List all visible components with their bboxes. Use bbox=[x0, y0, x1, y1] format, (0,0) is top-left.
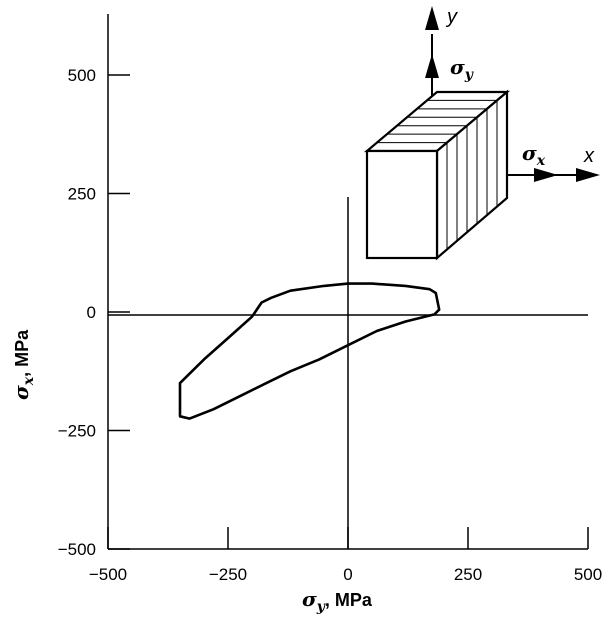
y-tick-label: 500 bbox=[68, 66, 96, 85]
x-tick-label: −250 bbox=[209, 565, 247, 584]
inset-sigma-y-label: σy bbox=[450, 55, 474, 83]
inset-x-arrowhead bbox=[576, 168, 600, 182]
y-tick-label: −500 bbox=[58, 540, 96, 559]
inset-y-arrowhead bbox=[425, 6, 439, 30]
y-tick-labels: −500 −250 0 250 500 bbox=[58, 66, 96, 559]
y-tick-label: 250 bbox=[68, 185, 96, 204]
stress-loop-series bbox=[178, 282, 441, 420]
x-tick-label: 0 bbox=[343, 565, 352, 584]
y-tick-label: 0 bbox=[87, 303, 96, 322]
inset-sigma-x-arrowhead bbox=[534, 168, 558, 182]
inset-box-hatching bbox=[377, 99, 498, 250]
y-ticks bbox=[108, 74, 130, 550]
x-tick-label: 250 bbox=[454, 565, 482, 584]
inset-sigma-y-arrowhead bbox=[425, 54, 439, 78]
y-tick-label: −250 bbox=[58, 422, 96, 441]
x-ticks bbox=[107, 527, 589, 549]
inset-sigma-x-label: σx bbox=[522, 141, 546, 169]
x-tick-labels: −500 −250 0 250 500 bbox=[89, 565, 602, 584]
axes-frame bbox=[107, 14, 588, 550]
inset-x-axis-label: x bbox=[583, 145, 595, 167]
inset-box-front bbox=[365, 149, 439, 260]
x-axis-title: σy, MPa bbox=[302, 587, 373, 615]
inset-y-axis-label: y bbox=[445, 6, 458, 28]
y-axis-title: σx, MPa bbox=[9, 329, 37, 400]
stress-element-inset: y σy σx x bbox=[363, 6, 600, 261]
x-tick-label: −500 bbox=[89, 565, 127, 584]
x-tick-label: 500 bbox=[574, 565, 602, 584]
